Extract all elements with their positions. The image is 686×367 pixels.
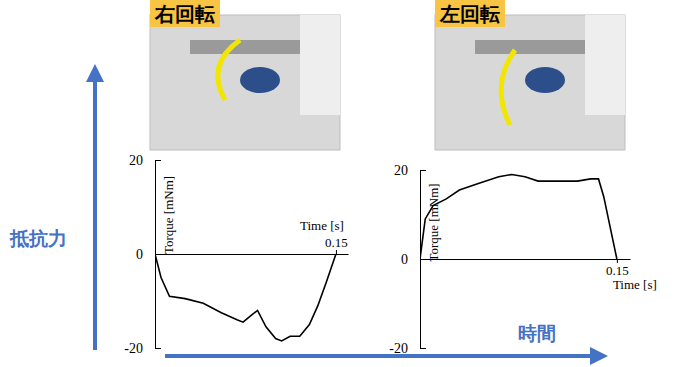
- annotation: 時間: [518, 322, 556, 344]
- photo-arrow: [501, 50, 515, 125]
- axis-line: [421, 259, 631, 260]
- axis-line: [156, 254, 349, 255]
- arrow-head: [86, 64, 104, 82]
- photo-frame: [150, 15, 340, 150]
- tick: 20: [394, 163, 426, 178]
- plot-area: [420, 174, 617, 259]
- tick-label: 0.15: [606, 263, 629, 278]
- plot-area: [155, 254, 336, 341]
- photo-handle: [240, 67, 280, 93]
- title: 左回転: [439, 2, 500, 26]
- title-group: 右回転: [150, 0, 220, 27]
- title-group: 左回転: [435, 0, 505, 27]
- tick-label: 20: [129, 153, 143, 168]
- x-axis-title: Time [s]: [300, 218, 344, 233]
- tick-label: 0.15: [325, 235, 348, 250]
- tick-label: 0: [136, 247, 143, 262]
- photo: [150, 15, 340, 150]
- y-axis: -20 0 20: [389, 163, 426, 356]
- tick-mark: [155, 348, 161, 349]
- photo-device: [475, 40, 585, 54]
- tick: -20: [124, 341, 161, 356]
- tick: 20: [129, 153, 161, 168]
- annotation: 抵抗力: [9, 227, 67, 249]
- tick: -20: [389, 341, 426, 356]
- data-line: [155, 254, 336, 341]
- data-line: [420, 174, 617, 259]
- title: 右回転: [154, 2, 215, 26]
- y-axis-title: Torque [mNm]: [161, 176, 176, 254]
- photo-handle: [525, 67, 565, 93]
- tick-label: 0: [401, 252, 408, 267]
- y-axis-title: Torque [mNm]: [426, 183, 441, 261]
- tick: 0.15: [325, 235, 348, 254]
- arrow-head: [590, 347, 608, 365]
- annotations: 抵抗力時間: [9, 64, 608, 365]
- photo: [435, 15, 625, 150]
- photo-arrow: [218, 40, 240, 100]
- x-axis-title: Time [s]: [613, 277, 657, 292]
- title-background: [150, 0, 220, 27]
- tick-mark: [155, 160, 161, 161]
- figure: 右回転-200200.15Time [s]Torque [mNm]左回転-200…: [0, 0, 686, 367]
- tick-label: -20: [124, 341, 143, 356]
- tick-label: 20: [394, 163, 408, 178]
- tick-mark: [336, 250, 337, 254]
- photo-frame: [435, 15, 625, 150]
- tick-mark: [420, 348, 426, 349]
- photo-screen: [300, 15, 340, 115]
- tick-mark: [420, 170, 426, 171]
- photo-device: [190, 40, 300, 54]
- arrow-shaft: [93, 80, 97, 350]
- tick: 0.15: [606, 259, 629, 278]
- x-axis: 0.15: [421, 259, 631, 278]
- x-axis: 0.15: [156, 235, 349, 255]
- title-background: [435, 0, 505, 27]
- arrow-shaft: [165, 354, 592, 358]
- tick-label: -20: [389, 341, 408, 356]
- photo-screen: [585, 15, 625, 115]
